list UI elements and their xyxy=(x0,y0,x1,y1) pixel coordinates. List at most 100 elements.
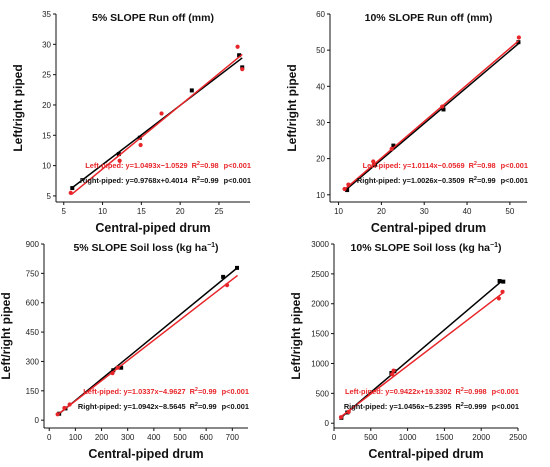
y-tick-label: 1500 xyxy=(311,330,329,339)
regression-line xyxy=(344,40,519,190)
x-axis-label: Central-piped drum xyxy=(95,221,210,235)
data-point xyxy=(346,182,351,187)
y-tick-label: 750 xyxy=(26,269,40,278)
p-value: p<0.001 xyxy=(222,387,249,396)
r-squared-superscript: 2 xyxy=(197,161,200,167)
data-point xyxy=(342,186,347,192)
x-tick-label: 20 xyxy=(176,207,185,216)
chart-panel-2: 10 20 30 40 50 10 20 30 40 50 60 10% SLOPE Run off … xyxy=(285,10,528,235)
r-squared-value: =0.99 xyxy=(198,402,217,411)
r-squared-label: R xyxy=(469,176,475,185)
data-point xyxy=(189,88,194,93)
r-squared-superscript: 2 xyxy=(197,176,200,182)
r-squared-superscript: 2 xyxy=(461,387,464,393)
y-tick-label: 600 xyxy=(26,299,40,308)
r-squared-value: =0.99 xyxy=(200,176,219,185)
regression-equation: Left-piped: y=0.9422x+19.3302 R2=0.998 p<0… xyxy=(345,387,519,396)
x-tick-label: 50 xyxy=(505,207,514,216)
data-point xyxy=(235,44,240,49)
p-value: p<0.001 xyxy=(224,176,251,185)
chart-title-close: ) xyxy=(215,242,219,254)
chart-title-close: ) xyxy=(498,242,502,254)
equation-text: Right-piped: y=1.0942x−8.5645 xyxy=(78,402,186,411)
x-tick-label: 40 xyxy=(463,207,472,216)
data-point xyxy=(55,412,60,417)
p-value: p<0.001 xyxy=(492,402,519,411)
x-tick-label: 0 xyxy=(47,433,52,442)
y-tick-label: 300 xyxy=(26,357,40,366)
data-point xyxy=(221,274,226,279)
y-axis-label: Left/right piped xyxy=(285,64,299,151)
r-squared-value: =0.99 xyxy=(198,387,217,396)
y-tick-label: 3000 xyxy=(311,240,329,249)
data-point xyxy=(516,40,521,45)
regression-equation: Right-piped: y=1.0026x−0.3509 R2=0.99 p<0.… xyxy=(357,176,528,185)
x-tick-label: 600 xyxy=(199,433,213,442)
data-point xyxy=(68,190,73,196)
regression-equation: Left-piped: y=1.0337x−4.9627 R2=0.99 p<0.0… xyxy=(83,387,249,396)
y-tick-label: 150 xyxy=(26,387,40,396)
chart-title: 10% SLOPE Run off (mm) xyxy=(365,12,493,24)
y-tick-label: 60 xyxy=(316,10,325,19)
data-point xyxy=(159,111,164,116)
data-point xyxy=(117,158,122,163)
data-point xyxy=(389,146,394,151)
regression-equation: Right-piped: y=1.0942x−8.5645 R2=0.99 p<0.… xyxy=(78,402,249,411)
x-tick-label: 15 xyxy=(137,207,146,216)
chart-title-text: 5% SLOPE Soil loss (kg ha xyxy=(73,242,207,254)
data-point xyxy=(138,142,143,148)
r-squared-label: R xyxy=(190,387,196,396)
data-point xyxy=(70,186,75,191)
equation-text: Right-piped: y=1.0456x−5.2395 xyxy=(344,402,452,411)
y-tick-label: 5 xyxy=(47,192,52,201)
data-point xyxy=(391,368,396,373)
equation-text: Left-piped: y=1.0493x−1.0529 xyxy=(85,161,187,170)
r-squared-superscript: 2 xyxy=(474,176,477,182)
data-point xyxy=(440,104,445,109)
x-tick-label: 300 xyxy=(121,433,135,442)
y-tick-label: 0 xyxy=(35,416,40,425)
x-tick-label: 2000 xyxy=(472,433,490,442)
data-point xyxy=(119,365,124,370)
y-tick-label: 35 xyxy=(42,10,51,19)
data-point xyxy=(67,402,72,407)
chart-title: 5% SLOPE Soil loss (kg ha−1) xyxy=(73,242,218,254)
r-squared-value: =0.999 xyxy=(464,402,487,411)
regression-line xyxy=(340,279,504,419)
p-value: p<0.001 xyxy=(224,161,251,170)
r-squared-superscript: 2 xyxy=(474,161,477,167)
data-point xyxy=(372,162,377,167)
y-tick-label: 2500 xyxy=(311,270,329,279)
regression-line xyxy=(71,57,243,189)
chart-title: 5% SLOPE Run off (mm) xyxy=(92,12,214,24)
data-point xyxy=(441,107,446,112)
y-tick-label: 1000 xyxy=(311,359,329,368)
chart-title-text: 10% SLOPE Soil loss (kg ha xyxy=(351,242,491,254)
y-axis-label: Left/right piped xyxy=(289,292,303,379)
y-tick-label: 450 xyxy=(26,328,40,337)
y-tick-label: 40 xyxy=(316,82,325,91)
p-value: p<0.001 xyxy=(222,402,249,411)
equation-text: Left-piped: y=0.9422x+19.3302 xyxy=(345,387,451,396)
r-squared-label: R xyxy=(469,161,475,170)
p-value: p<0.001 xyxy=(501,161,528,170)
equation-text: Left-piped: y=1.0337x−4.9627 xyxy=(83,387,185,396)
data-point xyxy=(62,405,67,411)
data-point xyxy=(390,372,395,377)
x-axis-label: Central-piped drum xyxy=(371,221,486,235)
x-tick-label: 100 xyxy=(69,433,83,442)
x-tick-label: 5 xyxy=(62,207,67,216)
r-squared-superscript: 2 xyxy=(461,402,464,408)
chart-title-text: 10% SLOPE Run off (mm) xyxy=(365,12,493,24)
chart-title-superscript: −1 xyxy=(490,242,498,249)
y-tick-label: 10 xyxy=(42,162,51,171)
data-point xyxy=(391,143,396,148)
y-tick-label: 900 xyxy=(26,240,40,249)
x-tick-label: 700 xyxy=(226,433,240,442)
y-tick-label: 10 xyxy=(316,191,325,200)
r-squared-label: R xyxy=(192,176,198,185)
chart-panel-3: 0 100 200 300 400 500 600 700 0 150 300 450 600 750 90… xyxy=(0,240,249,461)
r-squared-label: R xyxy=(190,402,196,411)
p-value: p<0.001 xyxy=(501,176,528,185)
data-point xyxy=(346,409,351,414)
